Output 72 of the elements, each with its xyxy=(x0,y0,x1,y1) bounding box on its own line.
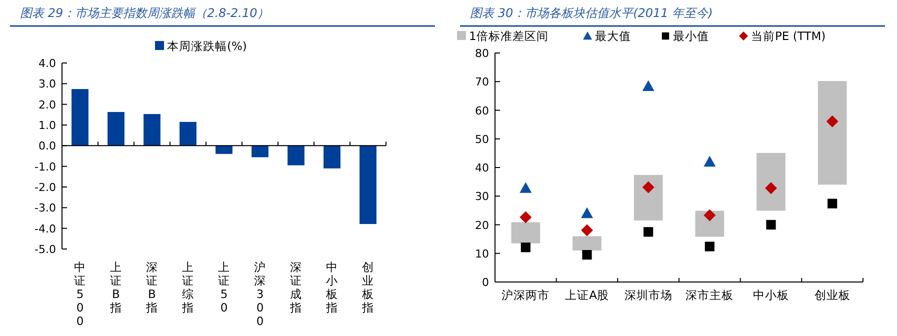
bar xyxy=(756,152,786,211)
y-tick-label: 3.0 xyxy=(38,78,56,91)
x-tick-label: 上证50 xyxy=(218,260,230,314)
point xyxy=(582,250,592,260)
bar xyxy=(511,222,540,244)
point xyxy=(765,182,777,194)
bar xyxy=(72,89,88,146)
bar xyxy=(108,112,124,146)
y-tick-label: 4.0 xyxy=(38,57,56,70)
point xyxy=(704,209,716,222)
x-tick-label: 深证B指 xyxy=(145,260,158,314)
bar xyxy=(360,146,376,224)
point xyxy=(581,207,593,218)
y-tick-label: -1.0 xyxy=(34,160,56,174)
point xyxy=(520,182,532,193)
y-tick-label: 80 xyxy=(475,47,489,60)
y-tick-label: 70 xyxy=(475,76,489,89)
y-tick-label: 0.0 xyxy=(38,140,56,153)
point xyxy=(704,156,716,167)
point xyxy=(704,242,714,252)
bar xyxy=(634,174,663,220)
point xyxy=(520,211,532,224)
y-tick-label: 1.0 xyxy=(38,119,56,132)
x-tick-label: 上证B指 xyxy=(109,260,122,314)
bar xyxy=(144,114,160,146)
y-tick-label: 30 xyxy=(475,190,489,204)
x-tick-label: 深圳市场 xyxy=(624,288,672,302)
x-tick-label: 深证成指 xyxy=(289,260,302,314)
legend-label: 本周涨跌幅(%) xyxy=(167,39,247,53)
point xyxy=(826,115,838,128)
x-tick-label: 中小板 xyxy=(753,288,789,302)
x-tick-label: 深市主板 xyxy=(686,288,734,302)
y-tick-label: 60 xyxy=(475,104,489,118)
y-tick-label: 2.0 xyxy=(38,98,56,112)
legend-label: 1倍标准差区间 xyxy=(469,29,548,43)
y-tick-label: 40 xyxy=(475,162,489,174)
bar xyxy=(818,81,847,185)
x-tick-label: 上证A股 xyxy=(565,288,609,302)
y-tick-label: -5.0 xyxy=(34,243,56,256)
legend-label: 当前PE (TTM) xyxy=(751,29,826,43)
x-tick-label: 创业板 xyxy=(814,288,850,302)
bar xyxy=(180,122,196,146)
y-tick-label: 50 xyxy=(475,132,489,146)
point xyxy=(642,80,654,92)
point xyxy=(642,181,654,194)
x-tick-label: 沪深300 xyxy=(254,260,266,328)
y-tick-label: -4.0 xyxy=(34,222,56,236)
x-tick-label: 中证500 xyxy=(74,260,86,328)
x-tick-label: 上证综指 xyxy=(181,260,194,314)
x-tick-label: 沪深两市 xyxy=(502,288,550,302)
chart-title: 图表 30：市场各板块估值水平(2011 年至今) xyxy=(470,6,713,20)
x-tick-label: 创业板指 xyxy=(361,260,374,314)
bar xyxy=(252,146,268,158)
y-tick-label: 20 xyxy=(475,218,489,232)
legend-label: 最小值 xyxy=(673,29,709,43)
y-tick-label: -3.0 xyxy=(34,202,56,215)
point xyxy=(766,220,776,230)
bar xyxy=(216,146,232,154)
point xyxy=(520,242,530,252)
bar xyxy=(288,146,304,166)
bar xyxy=(324,146,340,168)
point xyxy=(828,198,838,208)
chart-title: 图表 29：市场主要指数周涨跌幅（2.8-2.10） xyxy=(20,6,270,20)
point xyxy=(644,227,654,237)
y-tick-label: -2.0 xyxy=(34,181,56,194)
bar xyxy=(572,236,602,251)
bar xyxy=(695,210,724,237)
legend-label: 最大值 xyxy=(595,29,631,43)
y-tick-label: 0 xyxy=(482,276,489,289)
x-tick-label: 中小板指 xyxy=(325,260,338,314)
point xyxy=(581,224,593,236)
y-tick-label: 10 xyxy=(475,247,489,260)
